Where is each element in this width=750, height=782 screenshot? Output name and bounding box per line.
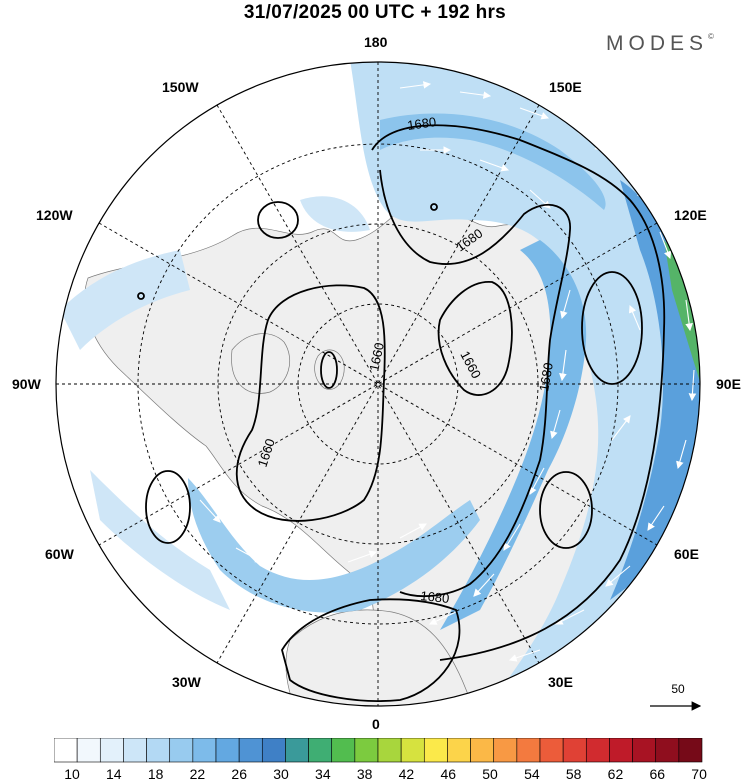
label-120w: 120W (36, 207, 73, 223)
colorbar-tick-label: 10 (64, 766, 80, 782)
colorbar-swatch (678, 738, 703, 763)
map-boundary (55, 61, 701, 707)
colorbar-swatch (331, 738, 356, 763)
wind-vectors (199, 81, 697, 662)
contour-label: 1680 (420, 588, 450, 606)
brand-logo: MODES© (606, 32, 714, 56)
colorbar-swatch (377, 738, 402, 763)
brand-mark: © (708, 32, 714, 41)
colorbar-tick-label: 50 (482, 766, 498, 782)
colorbar-tick-label: 58 (565, 766, 582, 782)
colorbar-tick-label: 22 (189, 766, 206, 782)
colorbar-swatch (215, 738, 240, 763)
colorbar-swatch (308, 738, 333, 763)
label-90e: 90E (716, 376, 741, 392)
contour-label: 1660 (366, 341, 387, 372)
label-30e: 30E (548, 674, 573, 690)
reference-vector-label: 50 (671, 682, 685, 696)
label-150e: 150E (549, 79, 582, 95)
colorbar-tick-label: 30 (273, 766, 289, 782)
colorbar-swatch (585, 738, 610, 763)
colorbar-tick-label: 66 (649, 766, 666, 782)
map-title: 31/07/2025 00 UTC + 192 hrs (243, 2, 507, 23)
colorbar-swatch (516, 738, 541, 763)
colorbar-swatch (447, 738, 471, 763)
colorbar-swatch (400, 738, 425, 763)
colorbar-swatch (655, 738, 680, 763)
colorbar-tick-label: 38 (356, 766, 373, 782)
label-90w: 90W (12, 376, 41, 392)
colorbar-swatch (632, 738, 657, 763)
colorbar-swatch (76, 738, 101, 763)
colorbar-swatch (470, 738, 495, 763)
colorbar-swatch (192, 738, 217, 763)
label-150w: 150W (162, 79, 199, 95)
label-30w: 30W (172, 674, 201, 690)
colorbar-swatch (539, 738, 564, 763)
colorbar-tick-label: 42 (398, 766, 415, 782)
colorbar-swatch (354, 738, 379, 763)
contour-label: 1680 (406, 114, 437, 133)
colorbar-tick-label: 18 (147, 766, 164, 782)
colorbar-swatch (123, 738, 147, 763)
colorbar-swatch (493, 738, 518, 763)
colorbar-swatch (261, 738, 286, 763)
label-60e: 60E (674, 546, 699, 562)
colorbar-swatch (54, 738, 78, 763)
colorbar-tick-label: 54 (524, 766, 540, 782)
colorbar (54, 738, 703, 763)
colorbar-swatch (238, 738, 263, 763)
brand-text: MODES (606, 32, 709, 55)
colorbar-swatch (562, 738, 587, 763)
colorbar-tick-label: 26 (231, 766, 247, 782)
colorbar-swatch (146, 738, 171, 763)
colorbar-swatch (99, 738, 124, 763)
height-contours (137, 124, 666, 702)
label-0: 0 (372, 716, 380, 732)
label-120e: 120E (674, 207, 707, 223)
colorbar-tick-label: 34 (315, 766, 331, 782)
colorbar-tick-label: 62 (607, 766, 624, 782)
colorbar-tick-label: 70 (691, 766, 707, 782)
colorbar-tick-label: 14 (106, 766, 122, 782)
label-180: 180 (364, 34, 388, 50)
colorbar-swatch (169, 738, 194, 763)
colorbar-swatch (423, 738, 448, 763)
colorbar-swatch (285, 738, 309, 763)
label-60w: 60W (45, 546, 74, 562)
colorbar-tick-label: 46 (440, 766, 457, 782)
colorbar-swatch (609, 738, 633, 763)
contour-label: 1680 (536, 361, 556, 392)
